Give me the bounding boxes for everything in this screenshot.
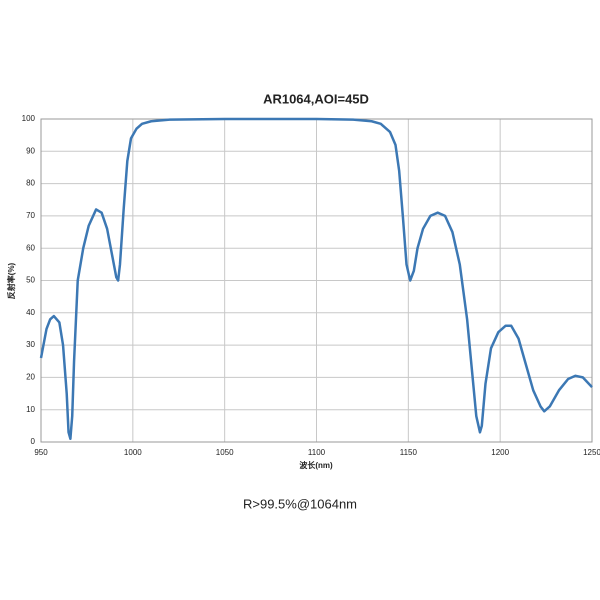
x-tick-label: 1050 [216,448,234,457]
data-line [39,117,593,441]
y-tick-label: 80 [26,179,35,188]
y-tick-label: 100 [22,114,36,123]
y-tick-label: 30 [26,340,35,349]
y-tick-label: 60 [26,243,35,252]
x-tick-label: 1150 [400,448,418,457]
x-tick-label: 1100 [308,448,326,457]
y-tick-label: 70 [26,211,35,220]
y-tick-label: 20 [26,373,35,382]
x-tick-label: 950 [34,448,48,457]
y-tick-label: 50 [26,276,35,285]
chart-title: AR1064,AOI=45D [263,91,369,106]
annotation: R>99.5%@1064nm [243,496,357,511]
y-tick-label: 90 [26,146,35,155]
x-axis-label: 波长(nm) [299,460,333,470]
x-tick-label: 1250 [583,448,600,457]
y-axis-label: 反射率(%) [6,262,16,299]
x-tick-label: 1200 [491,448,509,457]
y-tick-label: 10 [26,405,35,414]
y-tick-label: 40 [26,308,35,317]
x-tick-label: 1000 [124,448,142,457]
y-tick-label: 0 [31,437,36,446]
